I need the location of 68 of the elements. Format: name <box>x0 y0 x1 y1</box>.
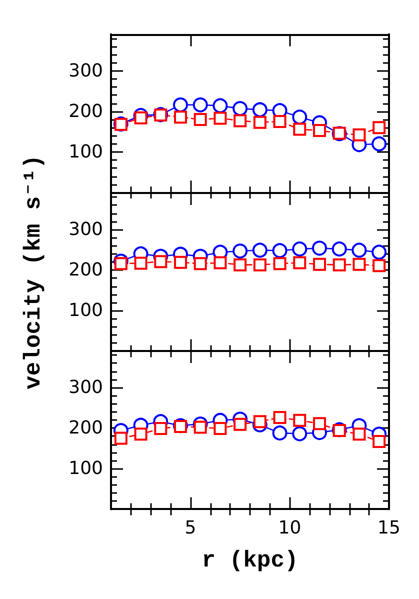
point <box>253 414 266 428</box>
y-tick-label: 200 <box>68 417 103 438</box>
y-tick-label: 100 <box>68 458 103 479</box>
point <box>313 257 326 270</box>
point <box>234 418 247 431</box>
point <box>372 136 387 152</box>
point <box>234 258 247 271</box>
point <box>214 422 227 435</box>
y-tick-label: 300 <box>68 218 103 240</box>
point <box>134 427 148 440</box>
point <box>352 257 366 270</box>
point <box>312 240 327 256</box>
point <box>273 115 286 128</box>
point <box>174 255 187 268</box>
point <box>174 110 187 124</box>
y-axis-title: velocity (km s⁻¹) <box>20 154 46 389</box>
point <box>154 254 168 268</box>
point <box>212 98 228 114</box>
point <box>114 431 128 444</box>
point <box>134 256 148 270</box>
point <box>272 425 288 440</box>
y-tick-label: 300 <box>68 60 103 82</box>
point <box>192 97 208 112</box>
point <box>114 256 128 270</box>
point <box>273 410 286 424</box>
point <box>372 121 386 134</box>
point <box>154 422 168 435</box>
point <box>194 256 207 270</box>
point <box>293 414 306 427</box>
point <box>272 242 288 258</box>
point <box>372 258 386 272</box>
point <box>292 426 308 442</box>
point <box>232 101 248 116</box>
point <box>194 420 207 434</box>
point <box>352 427 366 440</box>
point <box>293 256 306 269</box>
y-tick-label: 200 <box>68 259 103 280</box>
point <box>292 110 308 125</box>
point <box>194 113 207 126</box>
x-tick-label: 5 <box>184 518 196 538</box>
y-tick-label: 300 <box>68 376 103 398</box>
point <box>372 434 386 448</box>
point <box>313 416 326 430</box>
point <box>134 111 148 124</box>
point <box>352 242 367 258</box>
y-tick-label: 100 <box>68 141 103 162</box>
point <box>232 243 248 258</box>
point <box>252 102 268 118</box>
x-axis-title: r (kpc) <box>202 548 298 574</box>
point <box>214 112 227 125</box>
x-tick-label: 15 <box>378 518 400 538</box>
point <box>273 256 286 270</box>
point <box>332 241 347 256</box>
x-tick-label: 10 <box>278 518 302 538</box>
point <box>253 116 266 129</box>
point <box>292 241 308 256</box>
point <box>252 242 268 258</box>
point <box>352 128 366 142</box>
point <box>234 114 247 128</box>
point <box>372 244 387 260</box>
point <box>293 122 306 136</box>
point <box>313 124 326 137</box>
y-tick-label: 200 <box>68 100 103 122</box>
point <box>332 258 346 271</box>
point <box>253 258 266 271</box>
y-tick-label: 100 <box>68 300 103 321</box>
point <box>214 256 227 269</box>
point <box>173 97 188 112</box>
